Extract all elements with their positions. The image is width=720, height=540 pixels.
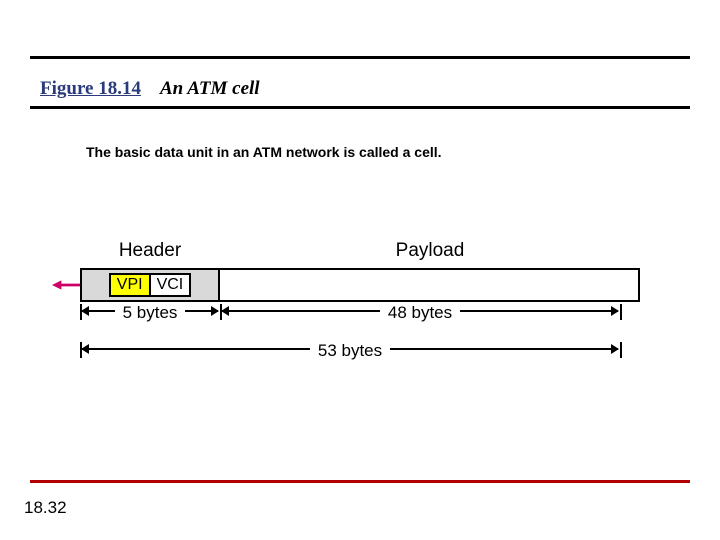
payload-bytes-label: 48 bytes — [380, 303, 460, 323]
title-rule — [30, 106, 690, 109]
dim-tick — [620, 304, 622, 320]
bottom-rule — [30, 480, 690, 483]
dim-row-2: 53 bytes — [80, 344, 640, 374]
dim-tick — [620, 342, 622, 358]
cell-body: VPI VCI — [80, 268, 640, 302]
dim-row-1: 5 bytes 48 bytes — [80, 306, 640, 336]
header-bytes-label: 5 bytes — [115, 303, 186, 323]
payload-label: Payload — [220, 240, 640, 262]
top-rule — [30, 56, 690, 59]
total-bytes-label: 53 bytes — [310, 341, 390, 361]
vci-field: VCI — [151, 273, 192, 297]
figure-description: The basic data unit in an ATM network is… — [86, 144, 442, 160]
header-label: Header — [80, 240, 220, 262]
atm-cell-diagram: Header Payload VPI VCI 5 bytes 48 — [80, 240, 640, 374]
header-box: VPI VCI — [80, 268, 220, 302]
vpi-field: VPI — [109, 273, 151, 297]
top-labels: Header Payload — [80, 240, 640, 262]
direction-arrow — [52, 268, 80, 302]
figure-title: Figure 18.14 An ATM cell — [40, 78, 260, 100]
payload-box — [220, 268, 640, 302]
figure-caption: An ATM cell — [160, 78, 260, 99]
page-number: 18.32 — [24, 498, 67, 518]
figure-number: Figure 18.14 — [40, 78, 141, 99]
